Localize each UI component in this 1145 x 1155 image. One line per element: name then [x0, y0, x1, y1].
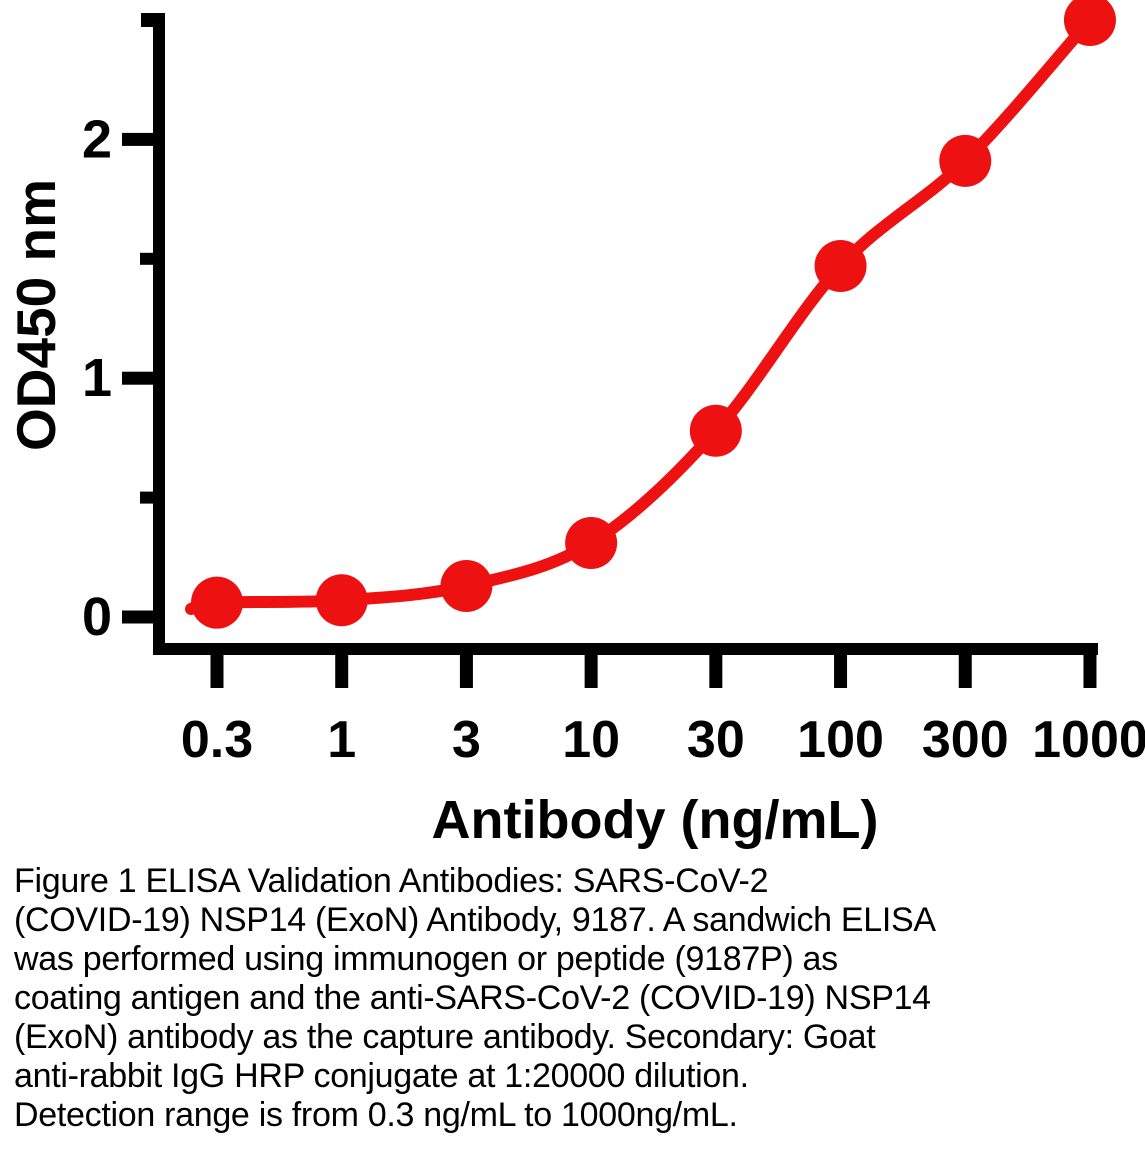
y-minor-tick	[140, 491, 153, 504]
figure-caption: Figure 1 ELISA Validation Antibodies: SA…	[14, 862, 1134, 1135]
x-tick-label: 100	[797, 711, 884, 769]
caption-line: anti-rabbit IgG HRP conjugate at 1:20000…	[14, 1057, 749, 1095]
data-point-marker	[689, 404, 742, 457]
x-axis-line	[153, 643, 1098, 655]
y-tick-label: 0	[82, 587, 112, 647]
y-axis-end-cap	[141, 13, 165, 27]
data-point-marker	[315, 574, 368, 627]
x-major-tick	[834, 655, 848, 688]
caption-line: coating antigen and the anti-SARS-CoV-2 …	[14, 979, 931, 1017]
x-major-tick	[709, 655, 723, 688]
data-point-marker	[1063, 0, 1116, 46]
x-tick-label: 1	[327, 711, 356, 769]
x-tick-label: 300	[922, 711, 1009, 769]
y-tick-label: 1	[82, 348, 112, 408]
fit-curve	[185, 14, 1096, 615]
tick-labels: 0 1 2 0.3 1 3 10 30 100 300 1000	[82, 109, 1145, 769]
dose-response-curve	[185, 14, 1096, 615]
x-tick-label: 1000	[1032, 711, 1145, 769]
data-point-marker	[191, 576, 243, 629]
data-point-marker	[565, 516, 618, 569]
axes	[122, 13, 1098, 688]
y-axis-line	[153, 13, 165, 655]
caption-line: was performed using immunogen or peptide…	[14, 940, 838, 978]
y-major-tick	[122, 132, 153, 146]
data-point-marker	[939, 134, 992, 187]
x-tick-label: 10	[562, 711, 620, 769]
x-major-tick	[459, 655, 473, 688]
data-points	[191, 0, 1116, 629]
caption-line: (COVID-19) NSP14 (ExoN) Antibody, 9187. …	[14, 901, 936, 939]
caption-line: Detection range is from 0.3 ng/mL to 100…	[14, 1096, 738, 1134]
data-point-marker	[440, 559, 493, 612]
x-tick-label: 3	[452, 711, 481, 769]
caption-line: Figure 1 ELISA Validation Antibodies: SA…	[14, 862, 769, 900]
x-major-tick	[335, 655, 349, 688]
y-axis-title: OD450 nm	[5, 179, 67, 451]
y-tick-label: 2	[82, 109, 112, 169]
x-axis-title: Antibody (ng/mL)	[432, 790, 879, 850]
x-major-tick	[1083, 655, 1097, 688]
x-major-tick	[584, 655, 598, 688]
y-major-tick	[122, 610, 153, 624]
x-major-tick	[210, 655, 224, 688]
caption-line: (ExoN) antibody as the capture antibody.…	[14, 1018, 876, 1056]
y-minor-tick	[140, 252, 153, 265]
x-tick-label: 0.3	[181, 711, 253, 769]
data-point-marker	[814, 239, 867, 292]
y-major-tick	[122, 371, 153, 385]
x-tick-label: 30	[687, 711, 745, 769]
x-major-tick	[958, 655, 972, 688]
